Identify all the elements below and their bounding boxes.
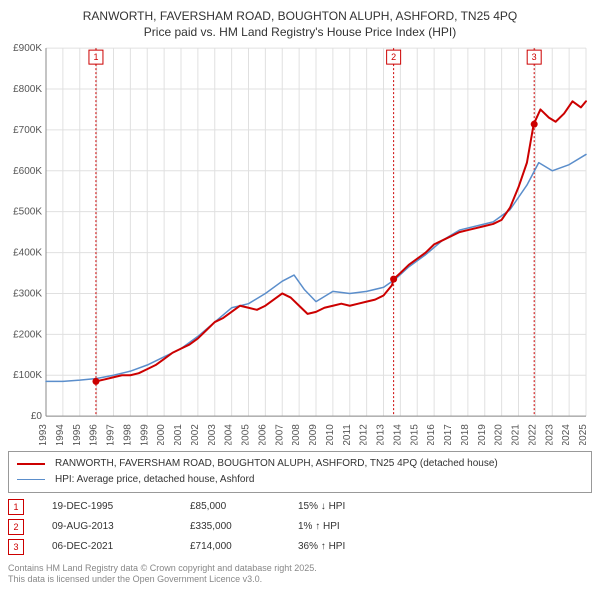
svg-text:2011: 2011: [342, 424, 353, 445]
svg-text:2005: 2005: [241, 424, 252, 445]
svg-text:2009: 2009: [308, 424, 319, 445]
svg-text:2010: 2010: [325, 424, 336, 445]
svg-text:2015: 2015: [409, 424, 420, 445]
svg-text:2025: 2025: [578, 424, 589, 445]
svg-text:£100K: £100K: [13, 371, 42, 382]
svg-text:2002: 2002: [190, 424, 201, 445]
svg-text:1999: 1999: [139, 424, 150, 445]
svg-text:2008: 2008: [291, 424, 302, 445]
events-table: 1 19-DEC-1995 £85,000 15% ↓ HPI 2 09-AUG-2013…: [8, 499, 592, 559]
event-row: 1 19-DEC-1995 £85,000 15% ↓ HPI: [8, 499, 592, 515]
event-row: 2 09-AUG-2013 £335,000 1% ↑ HPI: [8, 519, 592, 535]
svg-text:2018: 2018: [460, 424, 471, 445]
svg-text:£0: £0: [31, 412, 43, 423]
event-price: £714,000: [190, 541, 270, 552]
svg-text:2022: 2022: [527, 424, 538, 445]
svg-text:2021: 2021: [511, 424, 522, 445]
svg-text:2012: 2012: [359, 424, 370, 445]
svg-text:£600K: £600K: [13, 166, 42, 177]
event-diff: 15% ↓ HPI: [298, 501, 345, 512]
svg-text:2006: 2006: [257, 424, 268, 445]
legend-item: HPI: Average price, detached house, Ashf…: [17, 472, 583, 488]
svg-text:1993: 1993: [38, 424, 49, 445]
svg-text:£400K: £400K: [13, 248, 42, 259]
svg-text:2014: 2014: [392, 424, 403, 445]
legend-swatch: [17, 463, 45, 465]
legend-label: RANWORTH, FAVERSHAM ROAD, BOUGHTON ALUPH…: [55, 456, 498, 472]
title-line2: Price paid vs. HM Land Registry's House …: [144, 25, 456, 39]
svg-text:1998: 1998: [122, 424, 133, 445]
event-date: 19-DEC-1995: [52, 501, 162, 512]
legend-label: HPI: Average price, detached house, Ashf…: [55, 472, 254, 488]
event-marker: 3: [8, 539, 24, 555]
line-chart: £0 £100K £200K £300K £400K £500K £600K £700K £80…: [8, 44, 592, 444]
svg-text:2001: 2001: [173, 424, 184, 445]
event-diff: 36% ↑ HPI: [298, 541, 345, 552]
svg-text:2004: 2004: [224, 424, 235, 445]
footnote: Contains HM Land Registry data © Crown c…: [8, 563, 592, 586]
chart-area: £0 £100K £200K £300K £400K £500K £600K £700K £80…: [8, 44, 592, 444]
svg-text:2: 2: [391, 53, 396, 63]
svg-text:£900K: £900K: [13, 44, 42, 54]
svg-text:1996: 1996: [89, 424, 100, 445]
svg-text:2003: 2003: [207, 424, 218, 445]
event-date: 06-DEC-2021: [52, 541, 162, 552]
event-price: £335,000: [190, 521, 270, 532]
svg-text:£500K: £500K: [13, 207, 42, 218]
svg-text:1: 1: [93, 53, 98, 63]
svg-text:£300K: £300K: [13, 289, 42, 300]
svg-text:1995: 1995: [72, 424, 83, 445]
footnote-line2: This data is licensed under the Open Gov…: [8, 574, 262, 584]
svg-text:2023: 2023: [544, 424, 555, 445]
svg-text:1997: 1997: [106, 424, 117, 445]
title-line1: RANWORTH, FAVERSHAM ROAD, BOUGHTON ALUPH…: [83, 9, 518, 23]
svg-text:2016: 2016: [426, 424, 437, 445]
svg-text:2000: 2000: [156, 424, 167, 445]
svg-text:£200K: £200K: [13, 330, 42, 341]
event-row: 3 06-DEC-2021 £714,000 36% ↑ HPI: [8, 539, 592, 555]
svg-text:2013: 2013: [376, 424, 387, 445]
svg-text:2019: 2019: [477, 424, 488, 445]
svg-text:3: 3: [532, 53, 537, 63]
svg-text:1994: 1994: [55, 424, 66, 445]
svg-text:2007: 2007: [274, 424, 285, 445]
legend-swatch: [17, 479, 45, 481]
event-date: 09-AUG-2013: [52, 521, 162, 532]
event-marker: 1: [8, 499, 24, 515]
svg-text:£800K: £800K: [13, 84, 42, 95]
event-diff: 1% ↑ HPI: [298, 521, 340, 532]
svg-text:2024: 2024: [561, 424, 572, 445]
svg-text:2017: 2017: [443, 424, 454, 445]
svg-text:£700K: £700K: [13, 125, 42, 136]
event-price: £85,000: [190, 501, 270, 512]
legend-item: RANWORTH, FAVERSHAM ROAD, BOUGHTON ALUPH…: [17, 456, 583, 472]
event-marker: 2: [8, 519, 24, 535]
legend: RANWORTH, FAVERSHAM ROAD, BOUGHTON ALUPH…: [8, 451, 592, 493]
footnote-line1: Contains HM Land Registry data © Crown c…: [8, 563, 317, 573]
chart-title: RANWORTH, FAVERSHAM ROAD, BOUGHTON ALUPH…: [8, 8, 592, 40]
svg-text:2020: 2020: [494, 424, 505, 445]
